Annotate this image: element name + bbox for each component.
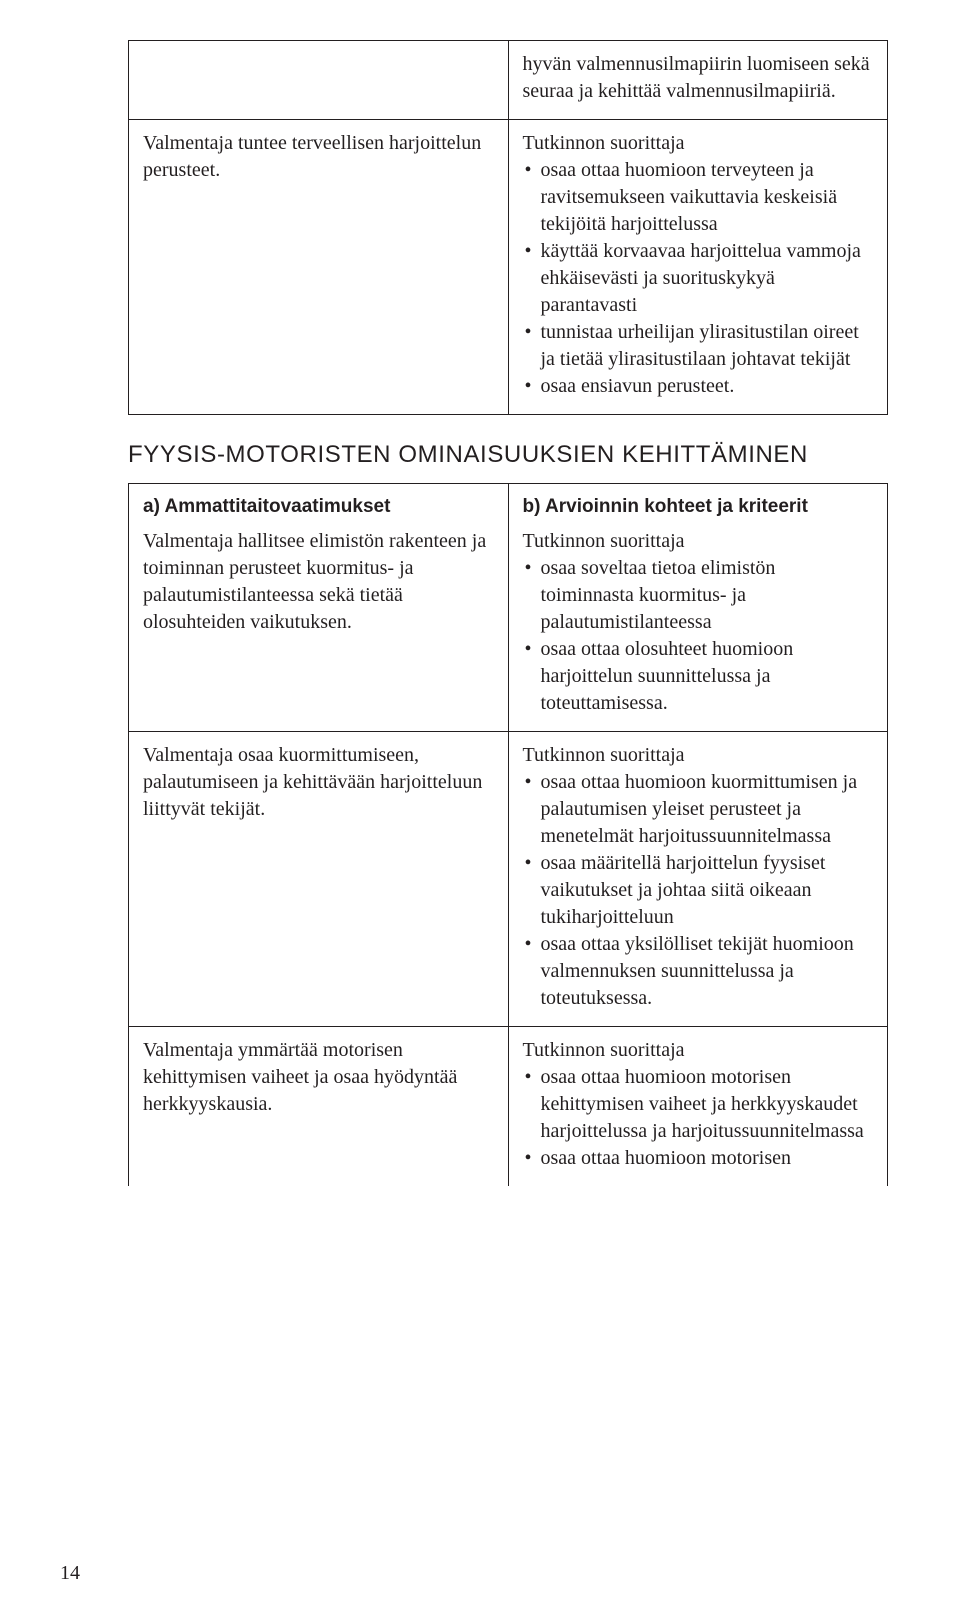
cell-text: Valmentaja osaa kuormittumiseen, palautu… (143, 744, 482, 820)
list-item: osaa ottaa huomioon kuormittumisen ja pa… (523, 769, 874, 850)
top-table: hyvän valmennusilmapiirin luomiseen sekä… (128, 40, 888, 415)
list-item: osaa ottaa huomioon terveyteen ja ravits… (523, 157, 874, 238)
list-item: osaa ottaa olosuhteet huomioon harjoitte… (523, 636, 874, 717)
bullet-list: osaa soveltaa tietoa elimistön toiminnas… (523, 555, 874, 717)
list-item: osaa määritellä harjoittelun fyysiset va… (523, 850, 874, 931)
cell-left: Valmentaja tuntee terveellisen harjoitte… (129, 120, 509, 415)
cell-right: Tutkinnon suorittaja osaa ottaa huomioon… (508, 120, 888, 415)
cell-right: b) Arvioinnin kohteet ja kriteerit Tutki… (508, 484, 888, 732)
column-header-a: a) Ammattitaitovaatimukset (143, 494, 494, 520)
bullet-list: osaa ottaa huomioon terveyteen ja ravits… (523, 157, 874, 400)
list-item: käyttää korvaavaa harjoittelua vammoja e… (523, 238, 874, 319)
lead-text: Tutkinnon suorittaja (523, 742, 874, 769)
document-page: hyvän valmennusilmapiirin luomiseen sekä… (0, 0, 960, 1615)
list-item: osaa soveltaa tietoa elimistön toiminnas… (523, 555, 874, 636)
table-row: a) Ammattitaitovaatimukset Valmentaja ha… (129, 484, 888, 732)
table-row: hyvän valmennusilmapiirin luomiseen sekä… (129, 41, 888, 120)
list-item: tunnistaa urheilijan ylirasitustilan oir… (523, 319, 874, 373)
list-item: osaa ensiavun perusteet. (523, 373, 874, 400)
main-table: a) Ammattitaitovaatimukset Valmentaja ha… (128, 483, 888, 1186)
bullet-list: osaa ottaa huomioon kuormittumisen ja pa… (523, 769, 874, 1012)
cell-empty (129, 41, 509, 120)
column-header-b: b) Arvioinnin kohteet ja kriteerit (523, 494, 874, 520)
list-item: osaa ottaa huomioon motorisen (523, 1145, 874, 1172)
cell-left: Valmentaja ymmärtää motorisen kehittymis… (129, 1026, 509, 1186)
cell-left: a) Ammattitaitovaatimukset Valmentaja ha… (129, 484, 509, 732)
lead-text: Tutkinnon suorittaja (523, 130, 874, 157)
cell-text: Valmentaja hallitsee elimistön rakenteen… (143, 530, 486, 633)
cell-text: Valmentaja ymmärtää motorisen kehittymis… (143, 1039, 457, 1115)
cell-right: hyvän valmennusilmapiirin luomiseen sekä… (508, 41, 888, 120)
cell-text: Valmentaja tuntee terveellisen harjoitte… (143, 132, 481, 181)
lead-text: Tutkinnon suorittaja (523, 1037, 874, 1064)
page-number: 14 (60, 1562, 80, 1585)
cell-right: Tutkinnon suorittaja osaa ottaa huomioon… (508, 1026, 888, 1186)
cell-text: hyvän valmennusilmapiirin luomiseen sekä… (523, 53, 870, 102)
section-heading: FYYSIS-MOTORISTEN OMINAISUUKSIEN KEHITTÄ… (128, 441, 888, 469)
bullet-list: osaa ottaa huomioon motorisen kehittymis… (523, 1064, 874, 1172)
cell-left: Valmentaja osaa kuormittumiseen, palautu… (129, 731, 509, 1026)
lead-text: Tutkinnon suorittaja (523, 528, 874, 555)
table-row: Valmentaja ymmärtää motorisen kehittymis… (129, 1026, 888, 1186)
list-item: osaa ottaa huomioon motorisen kehittymis… (523, 1064, 874, 1145)
table-row: Valmentaja osaa kuormittumiseen, palautu… (129, 731, 888, 1026)
cell-right: Tutkinnon suorittaja osaa ottaa huomioon… (508, 731, 888, 1026)
table-row: Valmentaja tuntee terveellisen harjoitte… (129, 120, 888, 415)
list-item: osaa ottaa yksilölliset tekijät huomioon… (523, 931, 874, 1012)
